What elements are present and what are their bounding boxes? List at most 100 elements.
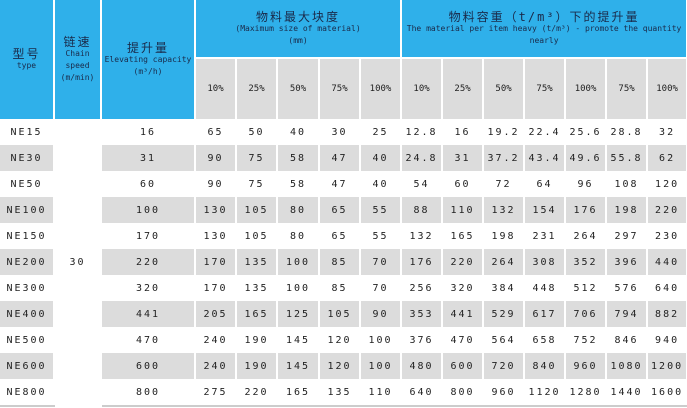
size-cell: 55 — [360, 223, 403, 249]
size-cell: 65 — [319, 223, 361, 249]
weight-cell: 198 — [606, 197, 649, 223]
size-cell: 105 — [236, 197, 278, 223]
weight-cell: 198 — [483, 223, 526, 249]
weight-cell: 529 — [483, 301, 526, 327]
weight-cell: 940 — [647, 327, 687, 353]
type-cell: NE100 — [0, 197, 55, 223]
size-cell: 110 — [360, 379, 403, 407]
size-cell: 30 — [319, 119, 361, 145]
weight-header: 物料容重（t/m³）下的提升量 The material per item hea… — [401, 0, 687, 58]
type-cell: NE500 — [0, 327, 55, 353]
weight-cell: 1440 — [606, 379, 649, 407]
weight-cell: 1280 — [565, 379, 608, 407]
table-row: NE300 320 170 135 100 85 70 256 320 384 448 512 576 6… — [0, 275, 687, 301]
weight-cell: 72 — [483, 171, 526, 197]
capacity-header: 提升量 Elevating capacity (m³/h) — [101, 0, 196, 119]
size-cell: 58 — [277, 145, 320, 171]
size-cell: 135 — [236, 275, 278, 301]
size-cell: 100 — [277, 249, 320, 275]
weight-cell: 564 — [483, 327, 526, 353]
weight-cell: 706 — [565, 301, 608, 327]
weight-col-header: 10% — [401, 57, 444, 119]
weight-cell: 16 — [442, 119, 485, 145]
weight-cell: 320 — [442, 275, 485, 301]
size-cell: 25 — [360, 119, 403, 145]
capacity-cell: 100 — [101, 197, 196, 223]
capacity-cell: 800 — [101, 379, 196, 407]
size-cell: 70 — [360, 249, 403, 275]
weight-cell: 231 — [524, 223, 567, 249]
size-cell: 145 — [277, 327, 320, 353]
table-row: NE800 800 275 220 165 135 110 640 800 960 1120 1280… — [0, 379, 687, 407]
size-cell: 55 — [360, 197, 403, 223]
capacity-cell: 31 — [101, 145, 196, 171]
table-row: NE200 220 170 135 100 85 70 176 220 264 308 352 396 4… — [0, 249, 687, 275]
size-col-header: 10% — [195, 57, 237, 119]
weight-cell: 108 — [606, 171, 649, 197]
size-col-header: 75% — [319, 57, 361, 119]
size-cell: 75 — [236, 171, 278, 197]
size-cell: 125 — [277, 301, 320, 327]
capacity-cell: 16 — [101, 119, 196, 145]
weight-cell: 37.2 — [483, 145, 526, 171]
size-cell: 145 — [277, 353, 320, 379]
type-cell: NE800 — [0, 379, 55, 407]
weight-cell: 220 — [442, 249, 485, 275]
weight-cell: 720 — [483, 353, 526, 379]
weight-cell: 43.4 — [524, 145, 567, 171]
size-cell: 130 — [195, 223, 237, 249]
weight-cell: 1120 — [524, 379, 567, 407]
size-col-header: 25% — [236, 57, 278, 119]
weight-cell: 640 — [647, 275, 687, 301]
weight-cell: 132 — [401, 223, 444, 249]
size-cell: 85 — [319, 275, 361, 301]
weight-cell: 640 — [401, 379, 444, 407]
weight-cell: 49.6 — [565, 145, 608, 171]
size-cell: 50 — [236, 119, 278, 145]
size-cell: 105 — [236, 223, 278, 249]
capacity-cell: 470 — [101, 327, 196, 353]
weight-cell: 55.8 — [606, 145, 649, 171]
weight-cell: 308 — [524, 249, 567, 275]
weight-cell: 120 — [647, 171, 687, 197]
size-cell: 80 — [277, 197, 320, 223]
type-cell: NE150 — [0, 223, 55, 249]
type-cell: NE200 — [0, 249, 55, 275]
weight-cell: 376 — [401, 327, 444, 353]
capacity-cell: 320 — [101, 275, 196, 301]
weight-cell: 846 — [606, 327, 649, 353]
weight-cell: 32 — [647, 119, 687, 145]
capacity-cell: 220 — [101, 249, 196, 275]
type-cell: NE30 — [0, 145, 55, 171]
type-cell: NE300 — [0, 275, 55, 301]
capacity-cell: 441 — [101, 301, 196, 327]
weight-cell: 110 — [442, 197, 485, 223]
capacity-cell: 170 — [101, 223, 196, 249]
size-cell: 47 — [319, 171, 361, 197]
size-cell: 240 — [195, 327, 237, 353]
weight-col-header: 75% — [606, 57, 649, 119]
weight-cell: 448 — [524, 275, 567, 301]
weight-col-header: 100% — [565, 57, 608, 119]
size-cell: 40 — [277, 119, 320, 145]
weight-cell: 19.2 — [483, 119, 526, 145]
size-cell: 75 — [236, 145, 278, 171]
capacity-cell: 60 — [101, 171, 196, 197]
weight-cell: 62 — [647, 145, 687, 171]
size-cell: 240 — [195, 353, 237, 379]
size-col-header: 50% — [277, 57, 320, 119]
weight-cell: 54 — [401, 171, 444, 197]
weight-cell: 64 — [524, 171, 567, 197]
weight-cell: 1200 — [647, 353, 687, 379]
weight-cell: 132 — [483, 197, 526, 223]
table-row: NE150 170 130 105 80 65 55 132 165 198 231 264 297 23… — [0, 223, 687, 249]
size-cell: 130 — [195, 197, 237, 223]
weight-cell: 480 — [401, 353, 444, 379]
size-col-header: 100% — [360, 57, 403, 119]
weight-cell: 1080 — [606, 353, 649, 379]
weight-cell: 230 — [647, 223, 687, 249]
table-row: NE100 100 130 105 80 65 55 88 110 132 154 176 198 220 — [0, 197, 687, 223]
size-cell: 165 — [277, 379, 320, 407]
weight-cell: 960 — [483, 379, 526, 407]
